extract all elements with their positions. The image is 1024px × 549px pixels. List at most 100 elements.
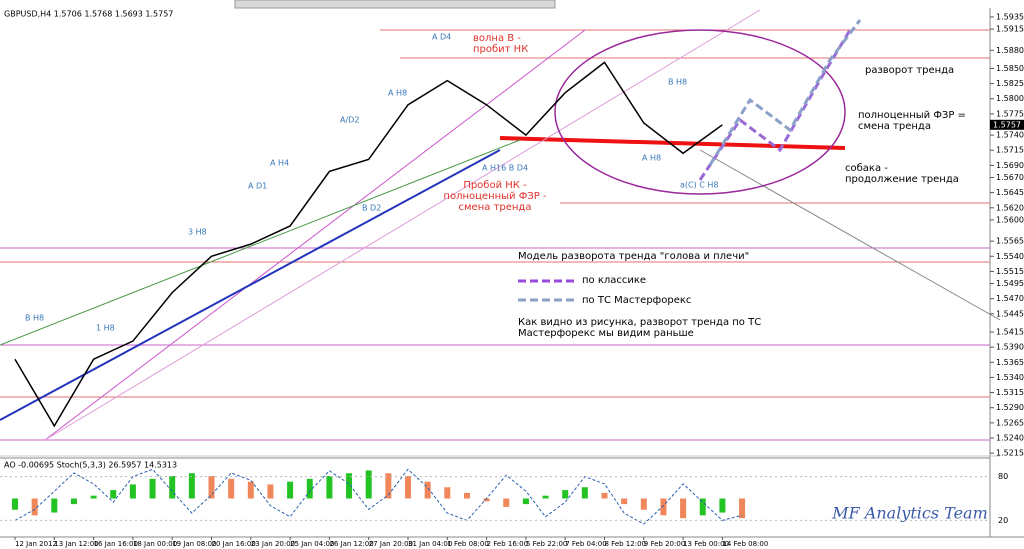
y-tick-label: 1.5445 xyxy=(996,309,1024,318)
ao-bar xyxy=(601,492,608,499)
ao-bar xyxy=(542,495,549,499)
annotation: смена тренда xyxy=(858,121,931,132)
ao-bar xyxy=(90,495,97,499)
ao-bar xyxy=(680,498,687,519)
y-tick-label: 1.5470 xyxy=(996,294,1024,303)
y-tick-label: 1.5880 xyxy=(996,46,1024,55)
wave-label: 1 H8 xyxy=(96,324,115,333)
wave-label: A H8 xyxy=(388,89,407,98)
ao-bar xyxy=(208,476,215,499)
wave-label: B H8 xyxy=(668,78,687,87)
y-tick-label: 1.5800 xyxy=(996,94,1024,103)
wave-label: A H4 xyxy=(270,159,289,168)
wave-label: A H16 B D4 xyxy=(482,164,528,173)
annotation: Мастерфорекс мы видим раньше xyxy=(518,328,694,339)
watermark: MF Analytics Team xyxy=(831,504,988,523)
stoch-tick-label: 20 xyxy=(998,516,1008,525)
y-tick-label: 1.5915 xyxy=(996,25,1024,34)
x-tick-label: 18 Jan 00:00 xyxy=(133,540,177,548)
annotation: полноценный ФЗР = xyxy=(858,110,966,121)
ao-bar xyxy=(424,481,431,499)
y-tick-label: 1.5340 xyxy=(996,373,1024,382)
stoch-line xyxy=(14,468,743,525)
ao-bar xyxy=(346,473,353,499)
ao-bar xyxy=(365,470,372,499)
annotation: Пробой НК - xyxy=(463,180,527,191)
y-tick-label: 1.5600 xyxy=(996,215,1024,224)
x-tick-label: 13 Feb 00:00 xyxy=(683,540,729,548)
y-tick-label: 1.5540 xyxy=(996,252,1024,261)
current-price-label: 1.5757 xyxy=(993,120,1021,129)
wave-label: B H8 xyxy=(25,314,44,323)
y-tick-label: 1.5495 xyxy=(996,279,1024,288)
y-tick-label: 1.5775 xyxy=(996,109,1024,118)
stoch-tick-label: 80 xyxy=(998,472,1008,481)
ao-bar xyxy=(70,498,77,505)
annotation: волна B - xyxy=(473,33,521,44)
y-tick-label: 1.5515 xyxy=(996,267,1024,276)
ao-bar xyxy=(247,481,254,499)
ao-bar xyxy=(12,498,18,510)
ao-bar xyxy=(621,498,628,505)
ao-bar xyxy=(660,498,667,516)
ao-bar xyxy=(503,498,510,507)
annotation: полноценный ФЗР - xyxy=(443,191,547,202)
x-tick-label: 19 Jan 08:00 xyxy=(172,540,216,548)
wave-label: 3 H8 xyxy=(188,228,207,237)
y-tick-label: 1.5240 xyxy=(996,434,1024,443)
current-price-box xyxy=(990,119,1024,130)
ao-bar xyxy=(188,473,195,499)
indicator-title: AO -0.00695 Stoch(5,3,3) 26.5957 14.5313 xyxy=(4,461,177,470)
x-tick-label: 1 Feb 08:00 xyxy=(447,540,488,548)
y-tick-label: 1.5565 xyxy=(996,237,1024,246)
y-tick-label: 1.5265 xyxy=(996,418,1024,427)
ao-bar xyxy=(149,478,156,499)
annotation: смена тренда xyxy=(459,202,532,213)
y-tick-label: 1.5620 xyxy=(996,203,1024,212)
y-tick-label: 1.5670 xyxy=(996,173,1024,182)
annotation: продолжение тренда xyxy=(845,174,959,185)
annotation: по ТС Мастерфорекс xyxy=(582,295,691,306)
x-tick-label: 20 Jan 16:00 xyxy=(212,540,256,548)
y-tick-label: 1.5850 xyxy=(996,64,1024,73)
x-tick-label: 12 Jan 2012 xyxy=(15,540,57,548)
annotation: пробит НК xyxy=(473,44,528,55)
y-tick-label: 1.5935 xyxy=(996,12,1024,21)
ao-bar xyxy=(581,487,588,499)
x-tick-label: 31 Jan 04:00 xyxy=(408,540,452,548)
ao-bar xyxy=(739,498,746,519)
y-tick-label: 1.5365 xyxy=(996,358,1024,367)
wave-label: A D1 xyxy=(248,182,267,191)
ao-bar xyxy=(463,492,470,499)
x-tick-label: 7 Feb 04:00 xyxy=(565,540,606,548)
chart-title: GBPUSD,H4 1.5706 1.5768 1.5693 1.5757 xyxy=(4,10,173,19)
x-tick-label: 9 Feb 20:00 xyxy=(644,540,685,548)
ao-bar xyxy=(444,487,451,499)
ao-bar xyxy=(385,473,392,499)
annotation: собака - xyxy=(845,163,888,174)
y-tick-label: 1.5215 xyxy=(996,449,1024,458)
ao-bar xyxy=(51,498,58,513)
ao-bar xyxy=(699,498,706,516)
ao-bar xyxy=(228,478,235,499)
ao-bar xyxy=(31,498,38,516)
x-tick-label: 25 Jan 04:00 xyxy=(290,540,334,548)
annotation: Модель разворота тренда "голова и плечи" xyxy=(518,251,749,262)
ao-bar xyxy=(129,484,136,499)
y-tick-label: 1.5315 xyxy=(996,388,1024,397)
ao-bar xyxy=(640,498,647,510)
ao-bar xyxy=(483,498,490,502)
x-tick-label: 27 Jan 20:00 xyxy=(369,540,413,548)
x-tick-label: 14 Feb 08:00 xyxy=(722,540,768,548)
ao-bar xyxy=(522,498,529,505)
y-tick-label: 1.5740 xyxy=(996,131,1024,140)
y-tick-label: 1.5645 xyxy=(996,188,1024,197)
annotation: по классике xyxy=(582,275,646,286)
levels xyxy=(0,9,1001,441)
ao-bar xyxy=(405,476,411,499)
ao-bar xyxy=(306,478,313,499)
y-tick-label: 1.5690 xyxy=(996,161,1024,170)
wave-label: A D4 xyxy=(432,33,451,42)
price-line xyxy=(14,61,723,428)
